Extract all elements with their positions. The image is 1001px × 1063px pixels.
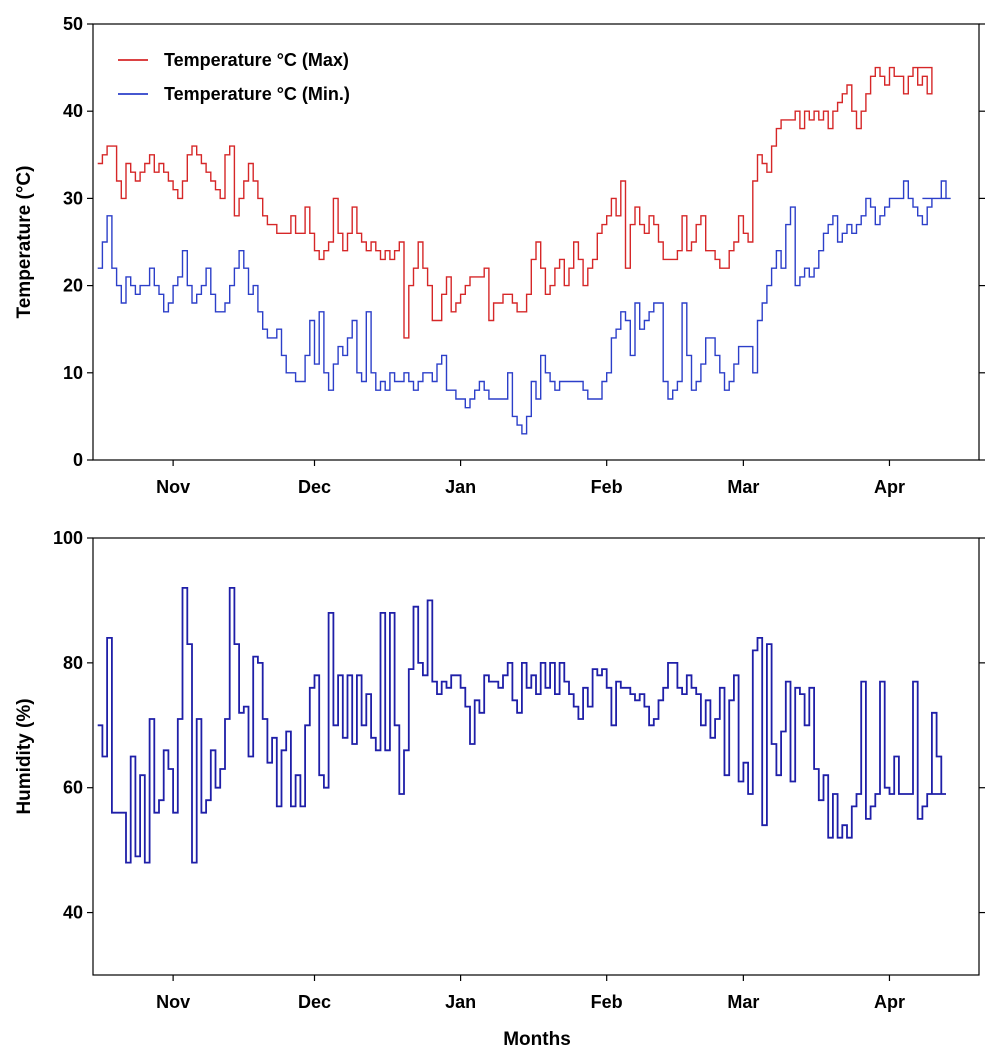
- y-tick-label: 60: [63, 778, 83, 798]
- y-tick-label: 0: [73, 450, 83, 470]
- x-axis-title: Months: [503, 1029, 571, 1050]
- series-line-0: [97, 66, 933, 339]
- y-tick-label: 30: [63, 188, 83, 208]
- plot-frame: [92, 23, 980, 461]
- y-tick-label: 10: [63, 363, 83, 383]
- x-tick-label-dec: Dec: [298, 992, 331, 1012]
- x-tick-label-apr: Apr: [874, 477, 905, 497]
- y-tick-label: 80: [63, 653, 83, 673]
- x-tick-label-mar: Mar: [727, 477, 759, 497]
- x-tick-label-apr: Apr: [874, 992, 905, 1012]
- y-axis-title: Humidity (%): [14, 698, 35, 814]
- x-tick-label-jan: Jan: [445, 477, 476, 497]
- series-line-1: [97, 180, 951, 435]
- x-tick-label-feb: Feb: [591, 992, 623, 1012]
- plot-frame: [92, 537, 980, 976]
- x-tick-label-nov: Nov: [156, 477, 190, 497]
- x-tick-label-feb: Feb: [591, 477, 623, 497]
- temperature-chart: 0 10 20 30 40 50 Nov Dec Jan Feb Mar Apr Temperature…: [14, 14, 985, 497]
- legend-label-1: Temperature °C (Min.): [164, 84, 350, 104]
- legend-label-0: Temperature °C (Max): [164, 50, 349, 70]
- humidity-chart: 40 60 80 100 Nov Dec Jan Feb Mar Apr Humidity (%) M…: [14, 528, 985, 1050]
- y-tick-label: 100: [53, 528, 83, 548]
- y-tick-label: 40: [63, 101, 83, 121]
- x-tick-label-jan: Jan: [445, 992, 476, 1012]
- series-line-0: [97, 587, 946, 864]
- legend: Temperature °C (Max) Temperature °C (Min.…: [118, 50, 350, 104]
- x-tick-label-nov: Nov: [156, 992, 190, 1012]
- y-tick-label: 20: [63, 276, 83, 296]
- x-tick-label-mar: Mar: [727, 992, 759, 1012]
- x-tick-label-dec: Dec: [298, 477, 331, 497]
- y-tick-label: 50: [63, 14, 83, 34]
- y-tick-label: 40: [63, 903, 83, 923]
- y-axis-title: Temperature (°C): [14, 166, 35, 319]
